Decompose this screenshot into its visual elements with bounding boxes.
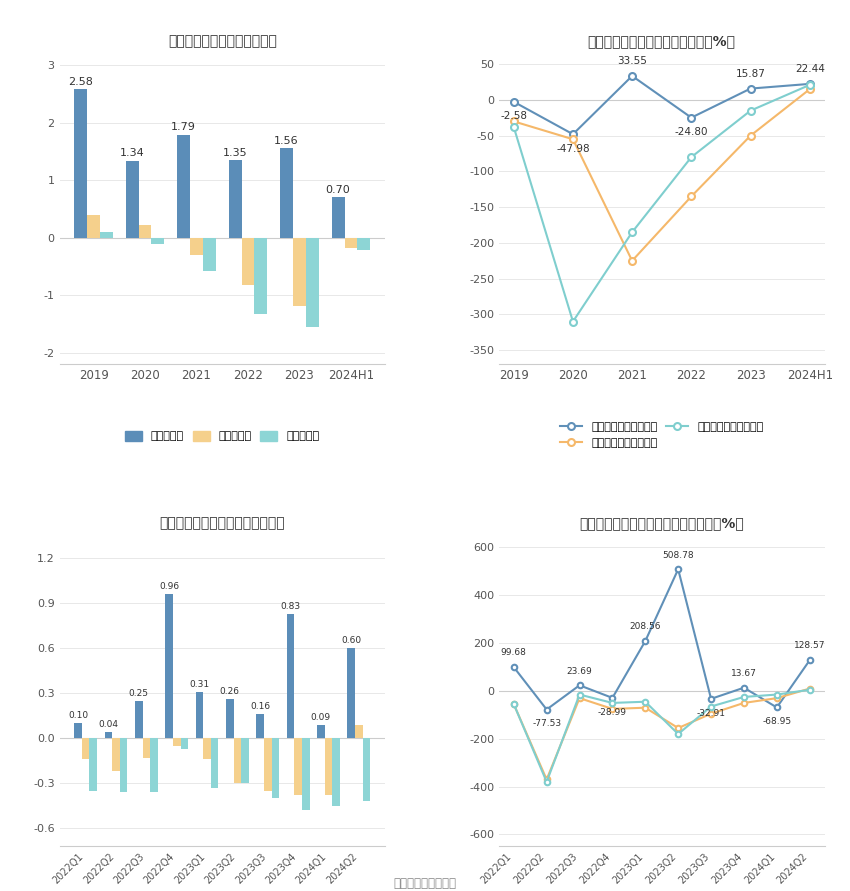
Bar (348, 648, 355, 739)
Bar (294, 739, 302, 796)
Text: 0.60: 0.60 (341, 636, 361, 645)
Bar (317, 724, 325, 739)
Bar (344, 238, 357, 248)
Text: 0.96: 0.96 (159, 582, 179, 591)
Bar (112, 739, 120, 772)
Text: 0.25: 0.25 (129, 689, 149, 698)
Bar (126, 160, 139, 238)
Text: 0.70: 0.70 (326, 185, 350, 195)
Bar (332, 198, 344, 238)
Bar (100, 232, 113, 238)
Bar (254, 238, 267, 314)
Bar (178, 135, 190, 238)
Bar (363, 739, 371, 801)
Text: 0.10: 0.10 (68, 711, 88, 720)
Bar (150, 739, 158, 792)
Bar (280, 148, 293, 238)
Bar (332, 739, 340, 805)
Title: 历年营收、净利同比增长率情况（%）: 历年营收、净利同比增长率情况（%） (587, 34, 736, 48)
Bar (151, 238, 164, 243)
Bar (180, 739, 188, 748)
Text: 33.55: 33.55 (617, 56, 647, 66)
Bar (88, 215, 100, 238)
Bar (203, 238, 216, 271)
Text: 1.56: 1.56 (275, 135, 299, 145)
Bar (82, 739, 89, 759)
Text: -77.53: -77.53 (532, 719, 561, 728)
Bar (173, 739, 180, 746)
Text: 0.09: 0.09 (311, 713, 331, 722)
Text: -68.95: -68.95 (762, 717, 791, 726)
Bar (120, 739, 128, 792)
Bar (257, 715, 264, 739)
Text: 2.58: 2.58 (68, 77, 94, 86)
Text: 1.35: 1.35 (223, 148, 247, 158)
Text: 15.87: 15.87 (735, 69, 766, 79)
Text: -28.99: -28.99 (598, 707, 627, 716)
Bar (264, 739, 272, 791)
Bar (325, 739, 332, 796)
Text: 0.26: 0.26 (220, 687, 240, 696)
Text: 22.44: 22.44 (795, 64, 824, 74)
Bar (293, 238, 306, 306)
Bar (272, 739, 279, 798)
Bar (143, 739, 150, 758)
Bar (190, 238, 203, 255)
Text: 23.69: 23.69 (567, 666, 592, 675)
Legend: 营业总收入, 归母净利润, 扣非净利润: 营业总收入, 归母净利润, 扣非净利润 (121, 426, 324, 446)
Text: 0.83: 0.83 (280, 601, 301, 610)
Bar (135, 700, 143, 739)
Text: 数据来源：恒生聚源: 数据来源：恒生聚源 (394, 877, 456, 889)
Bar (74, 89, 88, 238)
Bar (229, 160, 241, 238)
Bar (74, 723, 82, 739)
Bar (166, 594, 173, 739)
Bar (226, 699, 234, 739)
Bar (302, 739, 309, 811)
Bar (241, 739, 249, 783)
Text: 99.68: 99.68 (501, 649, 527, 658)
Bar (286, 614, 294, 739)
Legend: 营业总收入同比增长率, 归母净利润同比增长率, 扣非净利润同比增长率: 营业总收入同比增长率, 归母净利润同比增长率, 扣非净利润同比增长率 (556, 418, 768, 452)
Bar (241, 238, 254, 285)
Title: 历年营收、净利情况（亿元）: 历年营收、净利情况（亿元） (167, 34, 277, 48)
Text: -32.91: -32.91 (696, 708, 726, 717)
Bar (211, 739, 218, 788)
Title: 营收、净利同比增长率季度变动情况（%）: 营收、净利同比增长率季度变动情况（%） (580, 516, 744, 530)
Text: 128.57: 128.57 (794, 642, 825, 650)
Bar (355, 724, 363, 739)
Text: 508.78: 508.78 (662, 551, 694, 560)
Text: 13.67: 13.67 (731, 669, 756, 678)
Bar (306, 238, 319, 327)
Text: -24.80: -24.80 (675, 127, 708, 137)
Text: 208.56: 208.56 (630, 622, 661, 632)
Title: 营收、净利季度变动情况（亿元）: 营收、净利季度变动情况（亿元） (160, 516, 285, 530)
Bar (89, 739, 97, 791)
Text: 0.04: 0.04 (99, 720, 118, 729)
Text: 0.31: 0.31 (190, 680, 210, 689)
Text: 1.34: 1.34 (120, 148, 145, 159)
Bar (196, 691, 203, 739)
Bar (357, 238, 371, 250)
Text: 0.16: 0.16 (250, 702, 270, 711)
Bar (139, 225, 151, 238)
Text: 1.79: 1.79 (171, 122, 196, 133)
Text: -47.98: -47.98 (556, 144, 590, 154)
Bar (203, 739, 211, 759)
Bar (105, 732, 112, 739)
Bar (234, 739, 241, 783)
Text: -2.58: -2.58 (501, 111, 527, 121)
